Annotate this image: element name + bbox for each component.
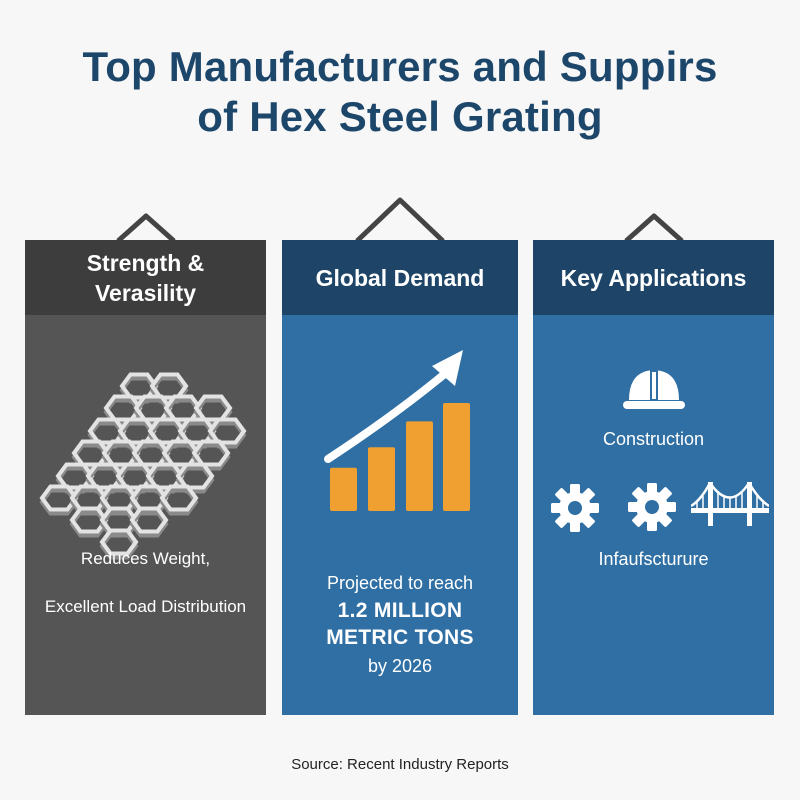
- panel-strength-heading: Strength & Verasility: [25, 240, 266, 315]
- panel-demand-heading: Global Demand: [282, 240, 518, 315]
- panel-demand-text-2: by 2026: [367, 656, 433, 676]
- page-title: Top Manufacturers and Suppirs of Hex Ste…: [0, 42, 800, 142]
- hanger-middle-icon: [355, 197, 445, 242]
- panel-demand-highlight-1: 1.2 MILLION: [337, 599, 463, 622]
- source-note: Source: Recent Industry Reports: [291, 756, 509, 773]
- application-construction-label: Construction: [602, 429, 705, 449]
- application-infrastructure-label: Infaufscturure: [598, 549, 709, 569]
- title-line-1: Top Manufacturers and Suppirs: [82, 43, 718, 90]
- panel-strength-text-2: Excellent Load Distribution: [44, 597, 247, 616]
- hard-hat-icon: [623, 370, 685, 409]
- title-line-2: of Hex Steel Grating: [197, 93, 603, 140]
- bridge-icon: [691, 482, 769, 526]
- panel-demand-text-1: Projected to reach: [326, 573, 474, 593]
- hanger-right-icon: [624, 213, 684, 242]
- panel-strength-heading-line-2: Verasility: [94, 279, 197, 306]
- panel-strength: Strength & Verasility Reduces Weight, Ex…: [25, 240, 266, 715]
- growth-bar: [330, 467, 357, 511]
- panel-applications-heading-label: Key Applications: [560, 264, 747, 291]
- growth-bar: [443, 403, 470, 511]
- panel-applications-heading: Key Applications: [533, 240, 774, 315]
- panel-strength-heading-line-1: Strength &: [86, 249, 205, 276]
- hex-grating-icon: [39, 372, 247, 560]
- growth-bars: [330, 403, 470, 511]
- panel-applications: Key Applications Construction Infaufsctu…: [533, 240, 774, 715]
- panel-strength-text-1: Reduces Weight,: [80, 549, 211, 568]
- panel-demand: Global Demand Projected to reach 1.2 MIL…: [282, 240, 518, 715]
- panel-demand-highlight-2: METRIC TONS: [326, 626, 474, 649]
- hanger-left-icon: [116, 213, 176, 242]
- growth-chart-icon: [324, 350, 470, 511]
- gear-icon: [628, 483, 676, 531]
- growth-bar: [368, 447, 395, 511]
- growth-bar: [406, 421, 433, 511]
- panel-demand-heading-label: Global Demand: [315, 264, 485, 291]
- gear-icon: [551, 484, 599, 532]
